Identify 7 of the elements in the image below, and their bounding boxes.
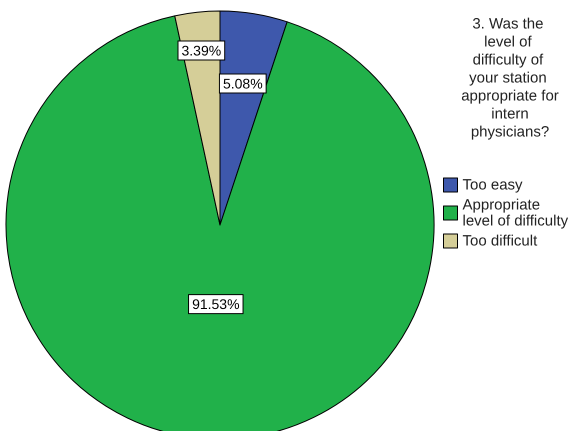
data-label: 5.08%: [222, 75, 263, 92]
legend-title: 3. Was the level of difficulty of your station appropriate for intern physicians?: [461, 16, 559, 140]
data-label: 91.53%: [192, 296, 240, 312]
legend-label: Appropriate level of difficulty: [462, 196, 569, 230]
legend-label: Too difficult: [462, 232, 538, 250]
data-label: 3.39%: [181, 42, 222, 59]
legend-label: Too easy: [462, 176, 524, 194]
